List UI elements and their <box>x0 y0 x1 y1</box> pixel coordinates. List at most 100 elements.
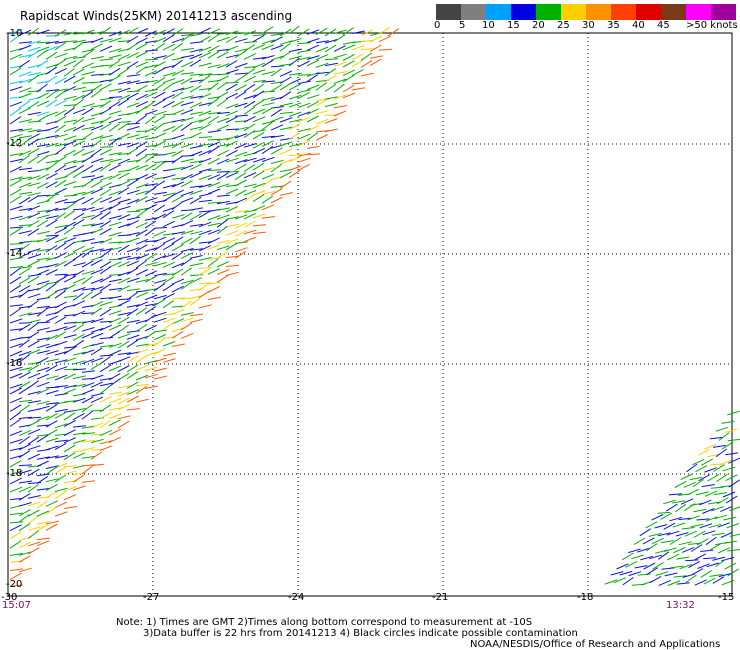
wind-barb <box>207 258 219 267</box>
wind-barb <box>27 50 40 59</box>
wind-barb <box>153 91 166 99</box>
wind-barb <box>701 484 715 488</box>
wind-barb <box>270 65 285 68</box>
wind-barb <box>99 377 113 381</box>
wind-barb <box>99 83 112 91</box>
wind-barb <box>225 116 238 124</box>
wind-barb <box>162 206 176 212</box>
wind-barb <box>189 277 203 284</box>
wind-barb <box>633 537 646 545</box>
wind-barb <box>9 266 23 269</box>
wind-barb <box>216 51 229 59</box>
wind-barb <box>9 67 22 76</box>
lat-label: -20 <box>6 579 23 590</box>
wind-barb <box>54 487 68 492</box>
wind-barb <box>660 540 674 544</box>
wind-barb <box>153 122 165 132</box>
wind-barb <box>252 194 265 202</box>
wind-barb <box>695 491 709 496</box>
wind-barb <box>63 325 77 331</box>
wind-barb <box>72 383 86 388</box>
wind-barb <box>72 439 86 444</box>
wind-barb <box>108 54 122 59</box>
wind-barb <box>216 98 228 107</box>
legend-swatch <box>611 4 636 20</box>
wind-barb <box>198 143 212 146</box>
wind-barb <box>279 111 293 114</box>
wind-barb <box>72 124 85 132</box>
wind-barb <box>180 72 194 75</box>
wind-barb <box>36 248 50 252</box>
wind-barb <box>27 445 41 451</box>
wind-barb <box>144 79 158 84</box>
wind-barb <box>18 230 32 235</box>
wind-barb <box>261 80 276 83</box>
wind-barb <box>261 167 275 172</box>
wind-barb <box>171 177 185 180</box>
wind-barb <box>108 287 122 291</box>
wind-barb <box>315 54 329 61</box>
wind-barb <box>162 253 176 259</box>
wind-barb <box>27 182 41 187</box>
wind-barb <box>27 120 42 123</box>
wind-barb <box>712 444 726 448</box>
wind-barb <box>81 270 95 275</box>
wind-barb <box>207 82 219 92</box>
wind-barb <box>18 100 31 109</box>
wind-barb <box>72 368 87 371</box>
wind-barb <box>27 273 41 277</box>
wind-barb <box>144 359 158 365</box>
wind-barb <box>99 354 114 357</box>
wind-barb <box>36 111 50 117</box>
wind-barb <box>9 195 22 204</box>
wind-barb <box>261 55 275 60</box>
wind-barb <box>234 48 248 53</box>
wind-barb <box>651 514 664 521</box>
wind-barb <box>72 239 86 244</box>
legend-swatch <box>536 4 561 20</box>
wind-barb <box>99 116 112 124</box>
wind-barb <box>144 183 158 187</box>
wind-barb <box>189 79 203 83</box>
wind-barb <box>207 138 222 141</box>
wind-barb <box>117 29 131 36</box>
wind-barb <box>702 508 715 514</box>
wind-barb <box>90 111 104 117</box>
wind-barb <box>72 68 85 76</box>
wind-barb <box>108 96 123 99</box>
wind-barb <box>108 37 122 43</box>
wind-barb <box>153 37 167 43</box>
wind-barb <box>27 175 41 181</box>
wind-barb <box>189 126 203 131</box>
wind-barb <box>99 188 112 197</box>
wind-barb <box>9 34 21 43</box>
wind-barb <box>72 452 86 459</box>
wind-barb <box>333 78 347 84</box>
wind-barb <box>198 102 212 107</box>
wind-barb <box>81 410 93 420</box>
wind-barb <box>261 59 274 68</box>
wind-barb <box>45 134 59 139</box>
wind-barb <box>171 181 185 188</box>
wind-barb <box>270 36 283 44</box>
wind-barb <box>171 91 184 99</box>
wind-barb <box>81 131 93 141</box>
wind-barb <box>54 351 68 356</box>
wind-barb <box>279 82 292 91</box>
wind-barb <box>622 552 634 561</box>
wind-barb <box>108 117 122 124</box>
wind-barb <box>72 321 86 324</box>
wind-barb <box>36 337 50 341</box>
wind-barb <box>657 511 671 514</box>
wind-barb <box>45 219 58 228</box>
wind-barb <box>90 228 104 235</box>
wind-barb <box>162 43 175 51</box>
wind-barb <box>45 90 57 99</box>
wind-barb <box>45 45 59 52</box>
wind-barb <box>252 90 265 99</box>
wind-barb <box>45 429 58 437</box>
wind-barb <box>234 142 248 149</box>
wind-barb <box>189 33 203 37</box>
wind-barb <box>162 237 176 244</box>
wind-barb <box>27 205 41 212</box>
